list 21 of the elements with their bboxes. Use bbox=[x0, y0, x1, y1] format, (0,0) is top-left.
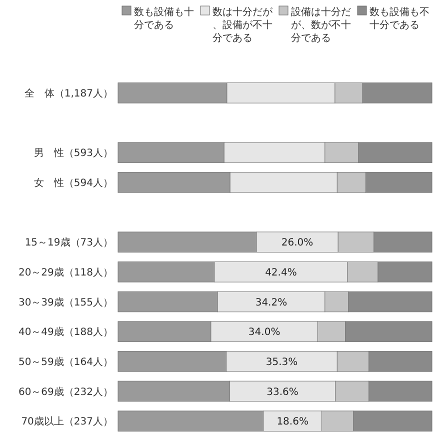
data-label: 26.0% bbox=[281, 238, 314, 249]
legend-label: 数も設備も不十分である bbox=[370, 6, 430, 31]
y-tick-label: 全 体（1,187人） bbox=[24, 87, 113, 100]
data-label: 33.6% bbox=[266, 386, 298, 398]
y-tick-label: 男 性（593人） bbox=[34, 147, 113, 160]
y-tick-label: 40～49歳（188人） bbox=[18, 326, 113, 338]
y-tick-label: 60～69歳（232人） bbox=[18, 386, 113, 398]
y-tick-label: 50～59歳（164人） bbox=[18, 356, 113, 368]
y-tick-label: 70歳以上（237人） bbox=[21, 416, 113, 428]
y-tick-label: 30～39歳（155人） bbox=[18, 296, 113, 308]
data-label: 18.6% bbox=[276, 416, 308, 428]
legend-label: 数も設備も十分である bbox=[134, 6, 194, 31]
y-tick-label: 20～29歳（118人） bbox=[18, 266, 113, 278]
data-label: 34.2% bbox=[255, 297, 288, 308]
legend-label: 数は十分だが、設備が不十分である bbox=[212, 6, 274, 44]
data-label: 35.3% bbox=[266, 356, 298, 368]
data-label: 34.0% bbox=[248, 327, 280, 338]
legend-label: 設備は十分だが、数が不十分である bbox=[291, 6, 351, 44]
y-tick-label: 15～19歳（73人） bbox=[24, 236, 113, 249]
y-tick-label: 女 性（594人） bbox=[34, 176, 113, 189]
data-label: 42.4% bbox=[265, 267, 297, 278]
